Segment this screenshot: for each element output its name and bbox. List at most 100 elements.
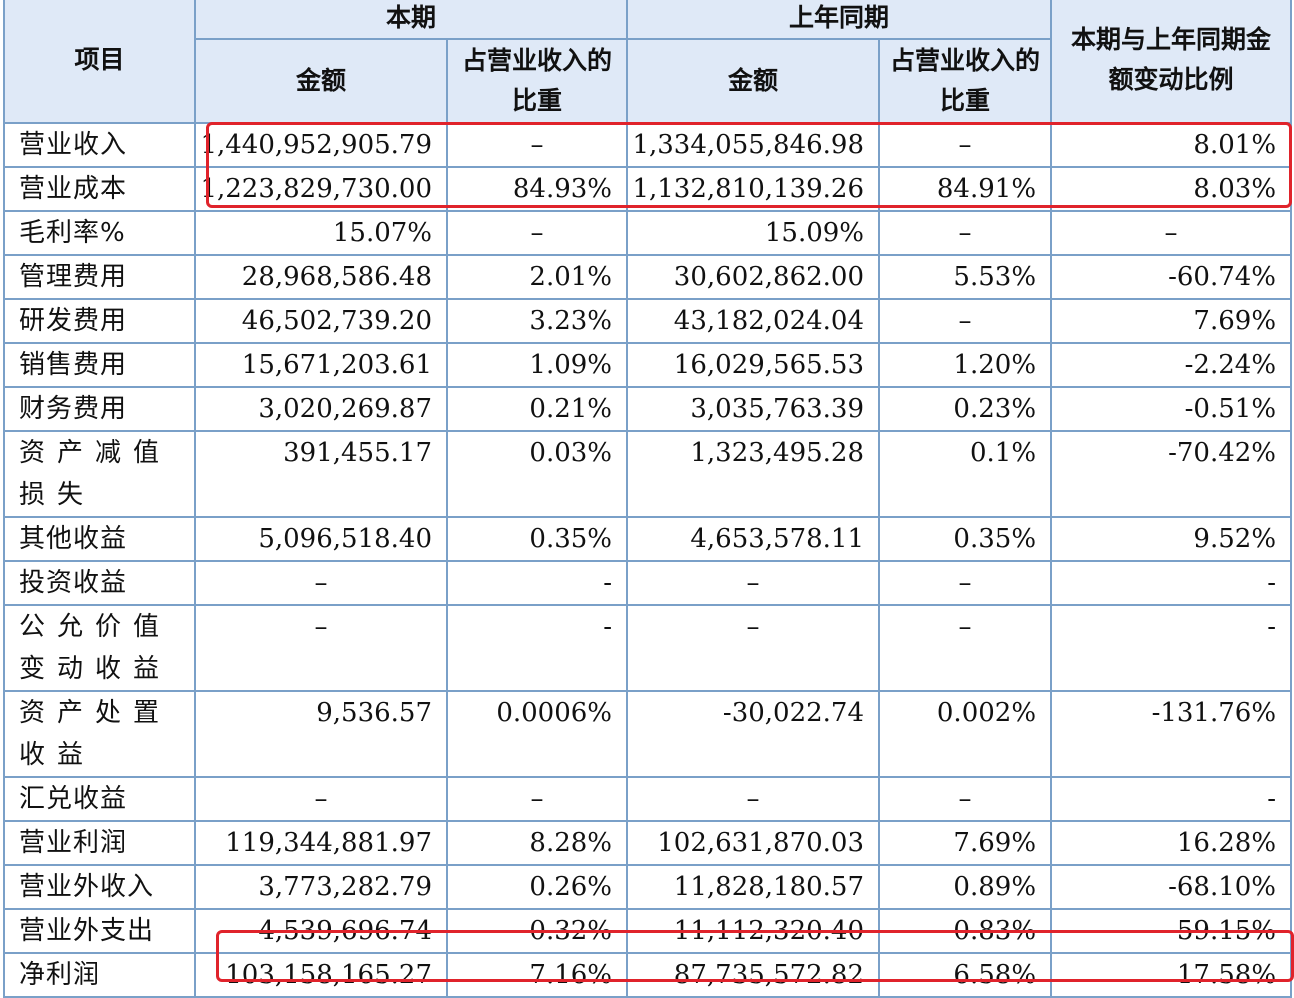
prior-amount-cell: 11,112,320.40 (626, 908, 881, 954)
row-label: 资产处置收益 (3, 690, 196, 778)
prior-ratio-cell: 0.35% (878, 516, 1053, 562)
row-label: 汇兑收益 (3, 776, 196, 822)
prior-amount-cell: 87,735,572.82 (626, 952, 881, 998)
current-amount-cell: 1,440,952,905.79 (194, 122, 448, 168)
prior-ratio-cell: 0.002% (878, 690, 1053, 778)
table-row: 营业成本 1,223,829,730.00 84.93% 1,132,810,139.… (3, 166, 1293, 212)
change-cell: – (1050, 210, 1293, 256)
current-ratio-cell: 8.28% (445, 820, 629, 866)
header-item: 项目 (3, 0, 196, 124)
current-amount-cell: 3,773,282.79 (194, 864, 448, 910)
table-row: 营业外支出 4,539,696.74 0.32% 11,112,320.40 0.83%… (3, 908, 1293, 954)
prior-ratio-cell: 0.1% (878, 430, 1053, 518)
current-ratio-cell: 0.0006% (445, 690, 629, 778)
change-cell: - (1050, 560, 1293, 606)
prior-amount-cell: – (626, 776, 881, 822)
header-current-amount: 金额 (194, 38, 448, 124)
table-row: 其他收益 5,096,518.40 0.35% 4,653,578.11 0.35% 9.… (3, 516, 1293, 562)
table-row: 毛利率% 15.07% –15.09% – – (3, 210, 1293, 256)
table-row: 净利润 103,158,165.27 7.16% 87,735,572.82 6.58%… (3, 952, 1293, 998)
prior-ratio-cell: – (878, 604, 1053, 692)
current-amount-cell: 1,223,829,730.00 (194, 166, 448, 212)
row-label: 公允价值变动收益 (3, 604, 196, 692)
current-ratio-cell: - (445, 560, 629, 606)
table-row: 汇兑收益 – – – – - (3, 776, 1293, 822)
row-label: 营业收入 (3, 122, 196, 168)
current-amount-cell: 46,502,739.20 (194, 298, 448, 344)
change-cell: 7.69% (1050, 298, 1293, 344)
prior-ratio-cell: 0.23% (878, 386, 1053, 432)
row-label: 营业成本 (3, 166, 196, 212)
current-amount-cell: – (194, 776, 448, 822)
prior-amount-cell: 1,334,055,846.98 (626, 122, 881, 168)
current-ratio-cell: – (445, 776, 629, 822)
change-cell: 16.28% (1050, 820, 1293, 866)
prior-ratio-cell: – (878, 210, 1053, 256)
current-ratio-cell: – (445, 210, 629, 256)
change-cell: 9.52% (1050, 516, 1293, 562)
change-cell: - (1050, 604, 1293, 692)
current-amount-cell: 3,020,269.87 (194, 386, 448, 432)
prior-amount-cell: 1,132,810,139.26 (626, 166, 881, 212)
table-row: 营业外收入 3,773,282.79 0.26% 11,828,180.57 0.89%… (3, 864, 1293, 910)
prior-amount-cell: 16,029,565.53 (626, 342, 881, 388)
current-ratio-cell: 0.21% (445, 386, 629, 432)
current-ratio-cell: - (445, 604, 629, 692)
table-row: 资产处置收益 9,536.57 0.0006% -30,022.74 0.002% -13… (3, 690, 1293, 778)
prior-ratio-cell: – (878, 776, 1053, 822)
current-ratio-cell: 3.23% (445, 298, 629, 344)
header-change: 本期与上年同期金额变动比例 (1050, 0, 1293, 124)
header-prior-amount: 金额 (626, 38, 881, 124)
current-ratio-cell: 84.93% (445, 166, 629, 212)
prior-amount-cell: 15.09% (626, 210, 881, 256)
prior-amount-cell: -30,022.74 (626, 690, 881, 778)
prior-amount-cell: 43,182,024.04 (626, 298, 881, 344)
table-row: 研发费用 46,502,739.20 3.23% 43,182,024.04–7.69… (3, 298, 1293, 344)
row-label: 财务费用 (3, 386, 196, 432)
prior-ratio-cell: – (878, 122, 1053, 168)
change-cell: -70.42% (1050, 430, 1293, 518)
change-cell: -68.10% (1050, 864, 1293, 910)
change-cell: 8.01% (1050, 122, 1293, 168)
table-row: 营业收入 1,440,952,905.79–1,334,055,846.98–8.… (3, 122, 1293, 168)
current-amount-cell: 15,671,203.61 (194, 342, 448, 388)
table-row: 营业利润 119,344,881.97 8.28% 102,631,870.03 7.6… (3, 820, 1293, 866)
income-statement-table: 项目 本期 上年同期 本期与上年同期金额变动比例 金额 占营业收入的比重 金额 … (3, 0, 1293, 998)
current-ratio-cell: 2.01% (445, 254, 629, 300)
change-cell: -0.51% (1050, 386, 1293, 432)
table-row: 投资收益 – - – – - (3, 560, 1293, 606)
prior-amount-cell: 3,035,763.39 (626, 386, 881, 432)
current-amount-cell: 119,344,881.97 (194, 820, 448, 866)
current-ratio-cell: 0.35% (445, 516, 629, 562)
prior-amount-cell: – (626, 604, 881, 692)
current-ratio-cell: 0.32% (445, 908, 629, 954)
table-row: 公允价值变动收益 – - – – - (3, 604, 1293, 692)
change-cell: -60.74% (1050, 254, 1293, 300)
prior-amount-cell: 1,323,495.28 (626, 430, 881, 518)
prior-ratio-cell: – (878, 298, 1053, 344)
table-row: 管理费用 28,968,586.48 2.01% 30,602,862.00 5.53%… (3, 254, 1293, 300)
current-amount-cell: 103,158,165.27 (194, 952, 448, 998)
current-amount-cell: – (194, 560, 448, 606)
prior-amount-cell: 30,602,862.00 (626, 254, 881, 300)
header-prior-period: 上年同期 (626, 0, 1053, 40)
current-ratio-cell: 1.09% (445, 342, 629, 388)
current-ratio-cell: – (445, 122, 629, 168)
row-label: 资产减值损失 (3, 430, 196, 518)
row-label: 管理费用 (3, 254, 196, 300)
current-amount-cell: 4,539,696.74 (194, 908, 448, 954)
current-amount-cell: 28,968,586.48 (194, 254, 448, 300)
row-label: 研发费用 (3, 298, 196, 344)
current-ratio-cell: 0.03% (445, 430, 629, 518)
current-amount-cell: 5,096,518.40 (194, 516, 448, 562)
prior-ratio-cell: – (878, 560, 1053, 606)
current-ratio-cell: 0.26% (445, 864, 629, 910)
row-label: 营业利润 (3, 820, 196, 866)
prior-amount-cell: 11,828,180.57 (626, 864, 881, 910)
table-row: 销售费用 15,671,203.61 1.09% 16,029,565.53 1.20%… (3, 342, 1293, 388)
current-amount-cell: 391,455.17 (194, 430, 448, 518)
header-prior-ratio: 占营业收入的比重 (878, 38, 1053, 124)
prior-ratio-cell: 6.58% (878, 952, 1053, 998)
row-label: 净利润 (3, 952, 196, 998)
prior-ratio-cell: 84.91% (878, 166, 1053, 212)
